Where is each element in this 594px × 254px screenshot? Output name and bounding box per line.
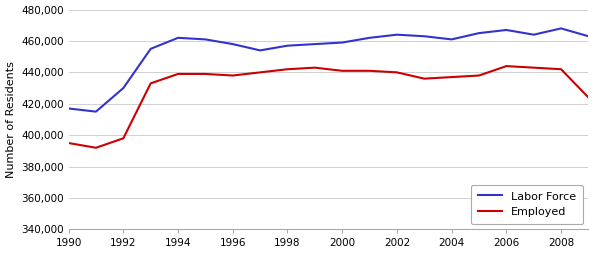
Labor Force [366,36,373,39]
Labor Force [175,36,182,39]
Employed [229,74,236,77]
Employed [393,71,400,74]
Y-axis label: Number of Residents: Number of Residents [5,61,15,178]
Labor Force [229,43,236,46]
Employed [202,72,209,75]
Labor Force [93,110,100,113]
Employed [475,74,482,77]
Employed [147,82,154,85]
Employed [421,77,428,80]
Employed [558,68,565,71]
Labor Force [558,27,565,30]
Labor Force [585,35,592,38]
Employed [120,137,127,140]
Employed [65,141,72,145]
Labor Force [284,44,291,47]
Employed [311,66,318,69]
Labor Force [147,47,154,50]
Labor Force [339,41,346,44]
Labor Force [311,43,318,46]
Labor Force [448,38,455,41]
Labor Force [120,87,127,90]
Line: Employed: Employed [68,66,589,148]
Legend: Labor Force, Employed: Labor Force, Employed [471,185,583,224]
Labor Force [421,35,428,38]
Labor Force [530,33,538,36]
Labor Force [202,38,209,41]
Labor Force [257,49,264,52]
Employed [448,75,455,78]
Line: Labor Force: Labor Force [68,28,589,112]
Employed [284,68,291,71]
Employed [93,146,100,149]
Labor Force [393,33,400,36]
Labor Force [65,107,72,110]
Employed [257,71,264,74]
Employed [503,65,510,68]
Employed [175,72,182,75]
Employed [366,69,373,72]
Labor Force [503,28,510,31]
Employed [585,96,592,99]
Labor Force [475,31,482,35]
Employed [530,66,538,69]
Employed [339,69,346,72]
